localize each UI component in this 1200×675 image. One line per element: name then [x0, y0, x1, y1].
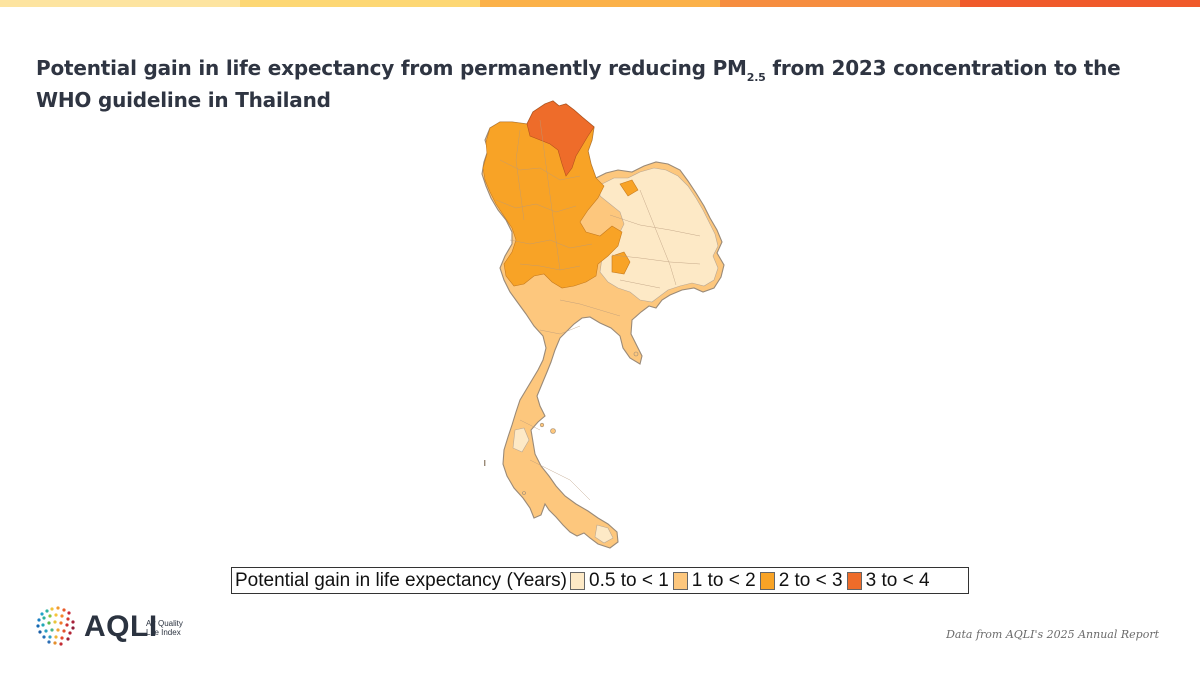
island-3 — [633, 351, 639, 357]
region-3-to-4-far-north — [526, 100, 595, 177]
source-note: Data from AQLI's 2025 Annual Report — [946, 628, 1159, 641]
legend-label: 0.5 to < 1 — [589, 569, 669, 591]
legend-item: 3 to < 4 — [846, 569, 930, 592]
legend-item: 1 to < 2 — [672, 569, 756, 592]
logo-sub-line1: Air Quality — [146, 619, 183, 628]
legend-label: 3 to < 4 — [865, 569, 930, 591]
map-legend: Potential gain in life expectancy (Years… — [231, 567, 969, 594]
logo-sub-line2: Life Index — [146, 628, 181, 637]
legend-item: 2 to < 3 — [759, 569, 843, 592]
island-4 — [522, 491, 526, 495]
logo-subtitle: Air Quality Life Index — [146, 619, 183, 637]
legend-label: 2 to < 3 — [778, 569, 843, 591]
logo-text: AQLI — [84, 610, 158, 643]
title-subscript: 2.5 — [746, 71, 766, 84]
region-0.5-to-1-south-a — [512, 427, 530, 453]
top-color-bar — [0, 0, 1200, 7]
legend-swatch-0.5-to-1 — [570, 571, 585, 590]
top-bar-segment-3 — [480, 0, 720, 7]
island-5 — [484, 460, 486, 466]
island-1 — [550, 428, 556, 434]
legend-title: Potential gain in life expectancy (Years… — [235, 569, 567, 591]
province-borders — [495, 119, 701, 501]
aqli-globe-icon — [36, 606, 75, 646]
page-title: Potential gain in life expectancy from p… — [36, 52, 1166, 116]
title-prefix: Potential gain in life expectancy from p… — [36, 56, 747, 80]
region-0.5-to-1-south-b — [594, 524, 614, 544]
aqli-logo: AQLI Air Quality Life Index — [34, 604, 214, 650]
top-bar-segment-4 — [720, 0, 960, 7]
top-bar-segment-2 — [240, 0, 480, 7]
legend-label: 1 to < 2 — [691, 569, 756, 591]
legend-item: 0.5 to < 1 — [570, 570, 669, 592]
top-bar-segment-1 — [0, 0, 240, 7]
legend-swatch-3-to-4 — [846, 571, 862, 590]
region-2-to-3-ne-patch — [619, 179, 639, 197]
region-2-to-3-east-patch — [611, 251, 631, 275]
island-2 — [539, 422, 545, 428]
top-bar-segment-5 — [960, 0, 1200, 7]
legend-swatch-1-to-2 — [672, 571, 688, 590]
thailand-map — [481, 100, 725, 549]
legend-swatch-2-to-3 — [759, 571, 775, 590]
title-suffix: from 2023 concentration to the WHO guide… — [36, 56, 1121, 112]
